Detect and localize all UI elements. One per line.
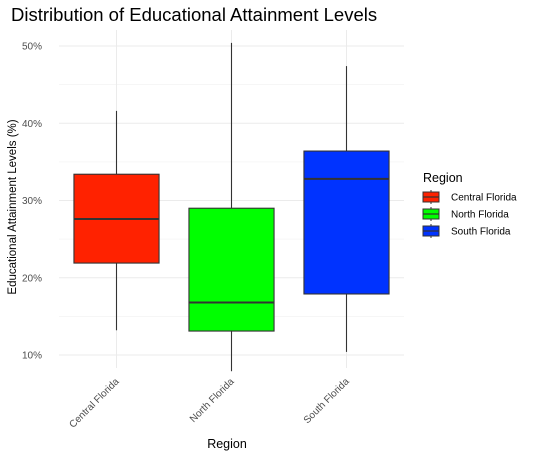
y-tick-label: 50% xyxy=(22,42,42,53)
boxplots xyxy=(73,42,390,372)
boxplot-south-florida xyxy=(303,66,390,352)
chart-title: Distribution of Educational Attainment L… xyxy=(11,4,377,25)
y-axis-ticks: 10% 20% 30% 40% 50% xyxy=(22,42,42,362)
x-tick-label: Central Florida xyxy=(67,376,121,430)
box xyxy=(303,150,390,295)
boxplot-north-florida xyxy=(188,42,275,372)
boxplot-central-florida xyxy=(73,110,160,331)
y-tick-label: 40% xyxy=(22,119,42,130)
y-axis-label: Educational Attainment Levels (%) xyxy=(7,119,19,294)
y-tick-label: 10% xyxy=(22,351,42,362)
x-tick-label: North Florida xyxy=(188,376,237,425)
legend-label: Central Florida xyxy=(451,193,517,204)
legend-label: South Florida xyxy=(451,227,511,238)
legend-key xyxy=(422,190,440,204)
legend-key xyxy=(422,224,440,238)
x-tick-label: South Florida xyxy=(302,376,352,426)
legend-title: Region xyxy=(423,171,463,185)
legend-label: North Florida xyxy=(451,210,509,221)
box xyxy=(188,207,275,332)
y-tick-label: 30% xyxy=(22,196,42,207)
legend-key xyxy=(422,207,440,221)
x-axis-label: Region xyxy=(207,437,247,451)
x-axis-ticks: Central Florida North Florida South Florid… xyxy=(67,376,351,430)
y-tick-label: 20% xyxy=(22,273,42,284)
legend: Region Central Florida North Florida South… xyxy=(422,171,517,238)
